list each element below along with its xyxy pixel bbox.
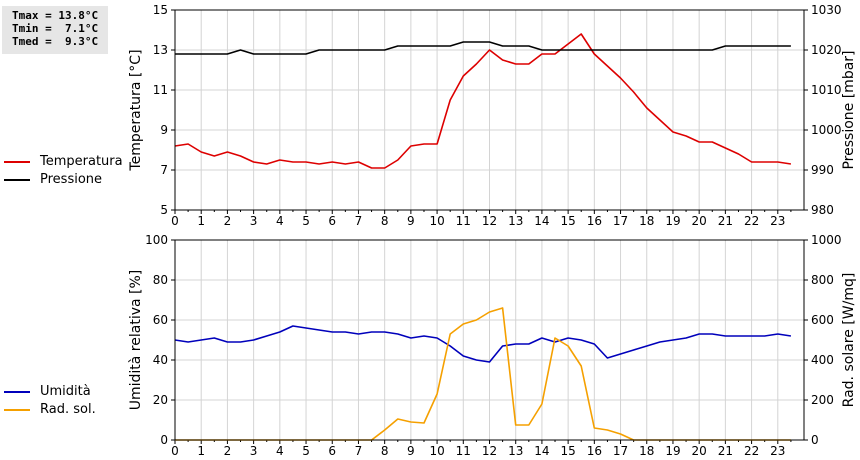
x-tick-label: 13 xyxy=(508,444,523,458)
x-tick-label: 10 xyxy=(429,214,444,228)
x-tick-label: 9 xyxy=(407,214,415,228)
x-tick-label: 6 xyxy=(328,444,336,458)
x-tick-label: 0 xyxy=(171,214,179,228)
x-tick-label: 14 xyxy=(534,214,549,228)
x-tick-label: 16 xyxy=(587,444,602,458)
x-tick-label: 7 xyxy=(355,444,363,458)
y-tick-label: 0 xyxy=(160,433,168,447)
x-tick-label: 22 xyxy=(744,444,759,458)
x-tick-label: 5 xyxy=(302,214,310,228)
legend-item-temperatura: Temperatura xyxy=(4,154,123,169)
y-tick-label: 9 xyxy=(160,123,168,137)
legend-label-radiazione: Rad. sol. xyxy=(40,402,96,417)
x-tick-label: 4 xyxy=(276,214,284,228)
x-tick-label: 2 xyxy=(224,214,232,228)
x-tick-label: 12 xyxy=(482,214,497,228)
legend-item-pressione: Pressione xyxy=(4,172,102,187)
y2-tick-label: 980 xyxy=(811,203,834,217)
series-line-pressione xyxy=(175,41,791,55)
x-tick-label: 12 xyxy=(482,444,497,458)
x-tick-label: 19 xyxy=(665,444,680,458)
stats-box: Tmax = 13.8°C Tmin = 7.1°C Tmed = 9.3°C xyxy=(2,6,108,54)
x-tick-label: 14 xyxy=(534,444,549,458)
y2-tick-label: 600 xyxy=(811,313,834,327)
y-tick-label: 40 xyxy=(153,353,168,367)
x-tick-label: 3 xyxy=(250,444,258,458)
y2-tick-label: 200 xyxy=(811,393,834,407)
y2-tick-label: 1000 xyxy=(811,123,842,137)
x-tick-label: 23 xyxy=(770,214,785,228)
y2-tick-label: 800 xyxy=(811,273,834,287)
plot-frame xyxy=(174,239,805,441)
x-tick-label: 8 xyxy=(381,214,389,228)
x-tick-label: 7 xyxy=(355,214,363,228)
y-tick-label: 13 xyxy=(153,43,168,57)
tmax-label: Tmax = 13.8°C xyxy=(12,9,99,22)
y2-axis-title: Pressione [mbar] xyxy=(841,50,857,169)
x-tick-label: 20 xyxy=(692,214,707,228)
x-tick-label: 23 xyxy=(770,444,785,458)
y2-tick-label: 1020 xyxy=(811,43,842,57)
x-tick-label: 17 xyxy=(613,214,628,228)
x-tick-label: 18 xyxy=(639,444,654,458)
y-axis-title: Umidità relativa [%] xyxy=(128,270,144,411)
x-tick-label: 2 xyxy=(224,444,232,458)
legend-swatch-pressione xyxy=(4,178,30,181)
x-tick-label: 1 xyxy=(197,214,205,228)
y2-tick-label: 1000 xyxy=(811,233,842,247)
legend-swatch-umidita xyxy=(4,390,30,393)
y2-tick-label: 990 xyxy=(811,163,834,177)
series-line-rad-sol xyxy=(175,307,791,441)
y-tick-label: 11 xyxy=(153,83,168,97)
series-line-temperatura xyxy=(174,33,792,169)
y-tick-label: 20 xyxy=(153,393,168,407)
x-tick-label: 18 xyxy=(639,214,654,228)
x-tick-label: 21 xyxy=(718,214,733,228)
x-tick-label: 22 xyxy=(744,214,759,228)
x-tick-label: 0 xyxy=(171,444,179,458)
y-tick-label: 7 xyxy=(160,163,168,177)
legend-item-radiazione: Rad. sol. xyxy=(4,402,96,417)
legend-label-pressione: Pressione xyxy=(40,172,103,187)
tmed-label: Tmed = 9.3°C xyxy=(12,35,99,48)
x-tick-label: 15 xyxy=(560,444,575,458)
x-tick-label: 19 xyxy=(665,214,680,228)
y2-tick-label: 1030 xyxy=(811,3,842,17)
y-tick-label: 60 xyxy=(153,313,168,327)
legend-label-umidita: Umidità xyxy=(40,384,91,399)
x-tick-label: 11 xyxy=(456,214,471,228)
x-tick-label: 4 xyxy=(276,444,284,458)
y2-tick-label: 1010 xyxy=(811,83,842,97)
x-tick-label: 9 xyxy=(407,444,415,458)
tmin-label: Tmin = 7.1°C xyxy=(12,22,99,35)
plot-frame xyxy=(174,9,805,211)
x-tick-label: 16 xyxy=(587,214,602,228)
y-tick-label: 5 xyxy=(160,203,168,217)
x-tick-label: 20 xyxy=(692,444,707,458)
x-tick-label: 13 xyxy=(508,214,523,228)
x-tick-label: 5 xyxy=(302,444,310,458)
legend-swatch-radiazione xyxy=(4,408,30,411)
x-tick-label: 10 xyxy=(429,444,444,458)
x-tick-label: 8 xyxy=(381,444,389,458)
legend-swatch-temperatura xyxy=(4,160,30,163)
x-tick-label: 11 xyxy=(456,444,471,458)
legend-label-temperatura: Temperatura xyxy=(40,154,123,169)
y-tick-label: 15 xyxy=(153,3,168,17)
y2-axis-title: Rad. solare [W/mq] xyxy=(841,273,857,408)
y-axis-title: Temperatura [°C] xyxy=(128,49,144,171)
y-tick-label: 80 xyxy=(153,273,168,287)
y2-tick-label: 0 xyxy=(811,433,819,447)
x-tick-label: 17 xyxy=(613,444,628,458)
legend-item-umidita: Umidità xyxy=(4,384,91,399)
series-line-umidità xyxy=(174,325,792,363)
x-tick-label: 15 xyxy=(560,214,575,228)
x-tick-label: 3 xyxy=(250,214,258,228)
y-tick-label: 100 xyxy=(145,233,168,247)
x-tick-label: 6 xyxy=(328,214,336,228)
x-tick-label: 1 xyxy=(197,444,205,458)
y2-tick-label: 400 xyxy=(811,353,834,367)
x-tick-label: 21 xyxy=(718,444,733,458)
